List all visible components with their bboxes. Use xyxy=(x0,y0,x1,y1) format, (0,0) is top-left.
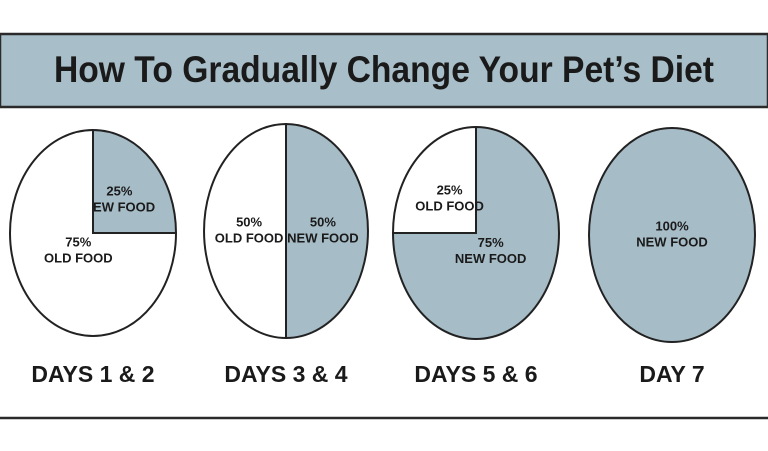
day-label: DAYS 3 & 4 xyxy=(224,361,347,387)
day-label: DAYS 1 & 2 xyxy=(31,361,154,387)
category-label: OLD FOOD xyxy=(415,199,484,214)
day-label: DAYS 5 & 6 xyxy=(414,361,537,387)
value-label: 50% xyxy=(236,214,262,229)
category-label: OLD FOOD xyxy=(215,230,284,245)
pie-slice xyxy=(588,127,756,343)
category-label: NEW FOOD xyxy=(84,200,156,215)
value-label: 75% xyxy=(65,235,91,250)
category-label: NEW FOOD xyxy=(287,230,359,245)
day-label: DAY 7 xyxy=(639,361,704,387)
category-label: NEW FOOD xyxy=(455,251,527,266)
category-label: OLD FOOD xyxy=(44,251,113,266)
value-label: 25% xyxy=(437,183,463,198)
value-label: 100% xyxy=(655,218,689,233)
pie-slice xyxy=(285,122,369,340)
category-label: NEW FOOD xyxy=(636,234,708,249)
pie-slice xyxy=(391,125,477,234)
page-title: How To Gradually Change Your Pet’s Diet xyxy=(54,49,714,90)
value-label: 25% xyxy=(106,184,132,199)
pie-slice xyxy=(92,128,178,234)
value-label: 50% xyxy=(310,214,336,229)
title-banner xyxy=(0,32,768,109)
value-label: 75% xyxy=(478,235,504,250)
pie-slice xyxy=(391,125,560,340)
pie-slice xyxy=(9,128,178,337)
pie-slice xyxy=(203,122,287,340)
